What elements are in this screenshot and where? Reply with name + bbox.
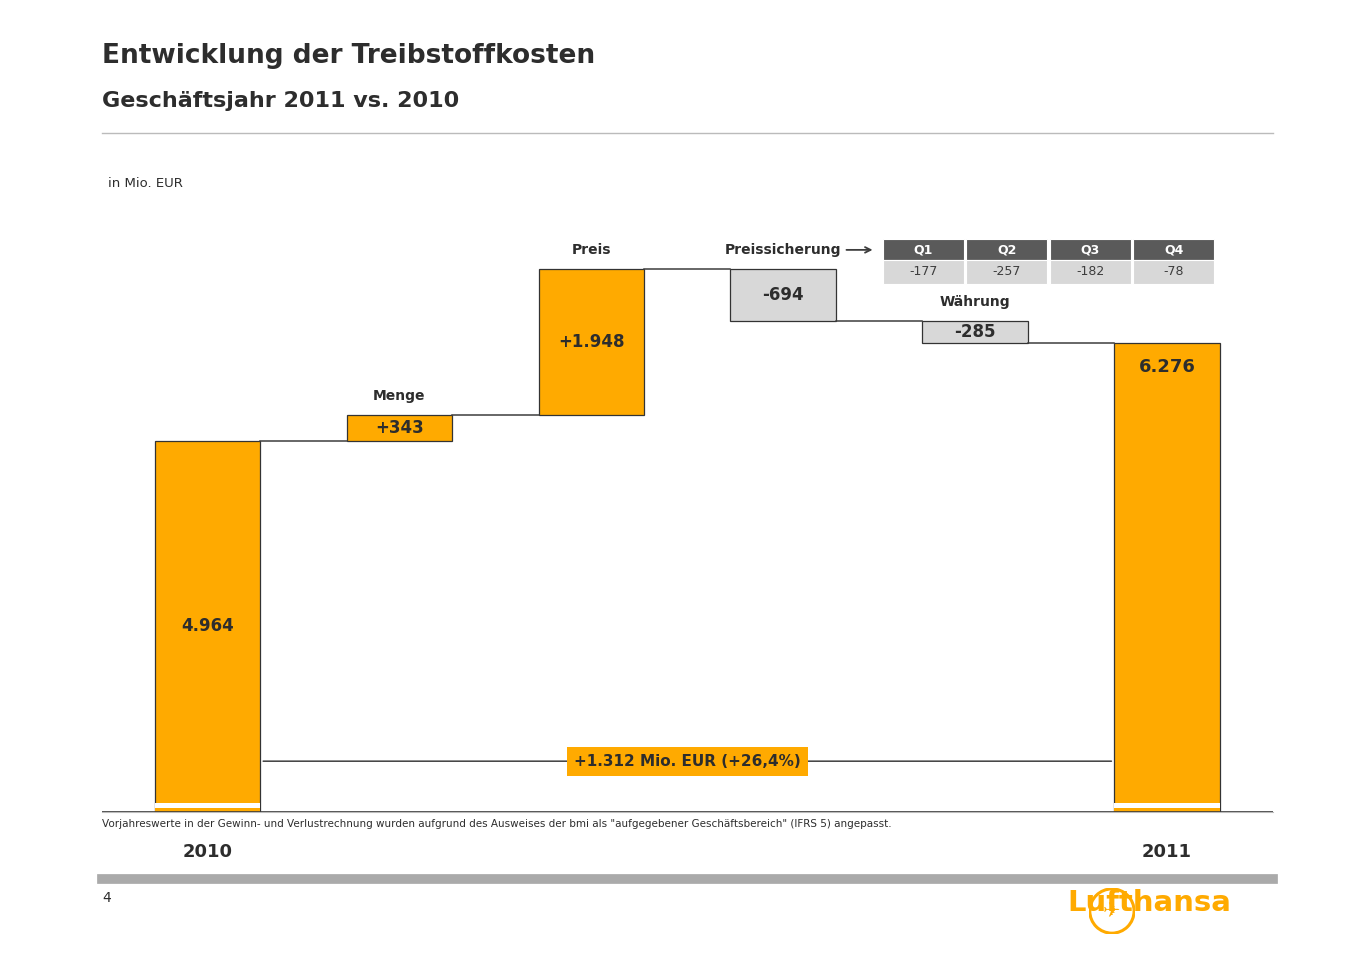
Bar (966, 239, 1047, 260)
Bar (966, 260, 1047, 283)
Text: +1.948: +1.948 (558, 333, 625, 351)
Text: -182: -182 (1077, 265, 1104, 279)
Text: Q2: Q2 (998, 243, 1017, 257)
Text: Q4: Q4 (1164, 243, 1184, 257)
Bar (1049, 239, 1131, 260)
Text: 6.276: 6.276 (1139, 357, 1195, 376)
Text: 4.964: 4.964 (181, 617, 234, 635)
Text: Vorjahreswerte in der Gewinn- und Verlustrechnung wurden aufgrund des Ausweises : Vorjahreswerte in der Gewinn- und Verlus… (102, 819, 891, 828)
Text: Preis: Preis (572, 243, 611, 258)
Bar (1134, 260, 1214, 283)
Bar (1115, 803, 1219, 812)
Text: +1.312 Mio. EUR (+26,4%): +1.312 Mio. EUR (+26,4%) (574, 753, 800, 769)
Text: -177: -177 (909, 265, 938, 279)
Bar (731, 269, 836, 321)
Bar (1049, 260, 1131, 283)
Bar (539, 269, 644, 415)
Text: -78: -78 (1164, 265, 1184, 279)
Text: -257: -257 (992, 265, 1021, 279)
Text: ✈: ✈ (1104, 902, 1120, 922)
Bar (155, 803, 260, 812)
Text: in Mio. EUR: in Mio. EUR (108, 177, 182, 190)
Bar (883, 239, 964, 260)
Bar (1134, 239, 1214, 260)
Text: +343: +343 (376, 419, 423, 437)
Bar (155, 441, 260, 812)
Text: 4: 4 (102, 891, 110, 905)
Bar (347, 415, 452, 441)
Text: -694: -694 (762, 286, 804, 305)
Bar (883, 260, 964, 283)
Text: Q3: Q3 (1081, 243, 1100, 257)
Text: -285: -285 (954, 323, 996, 341)
Text: 2011: 2011 (1142, 844, 1192, 861)
Text: Währung: Währung (940, 295, 1010, 309)
Text: 2010: 2010 (182, 844, 233, 861)
Bar (923, 321, 1028, 342)
Text: Entwicklung der Treibstoffkosten: Entwicklung der Treibstoffkosten (102, 43, 595, 69)
Text: Q1: Q1 (913, 243, 934, 257)
Text: Lufthansa: Lufthansa (1068, 889, 1232, 918)
Bar (1115, 342, 1219, 812)
Bar (1115, 808, 1219, 812)
Text: Geschäftsjahr 2011 vs. 2010: Geschäftsjahr 2011 vs. 2010 (102, 91, 459, 111)
Text: Menge: Menge (373, 389, 426, 403)
Text: Preissicherung: Preissicherung (725, 243, 841, 258)
Bar (155, 808, 260, 812)
